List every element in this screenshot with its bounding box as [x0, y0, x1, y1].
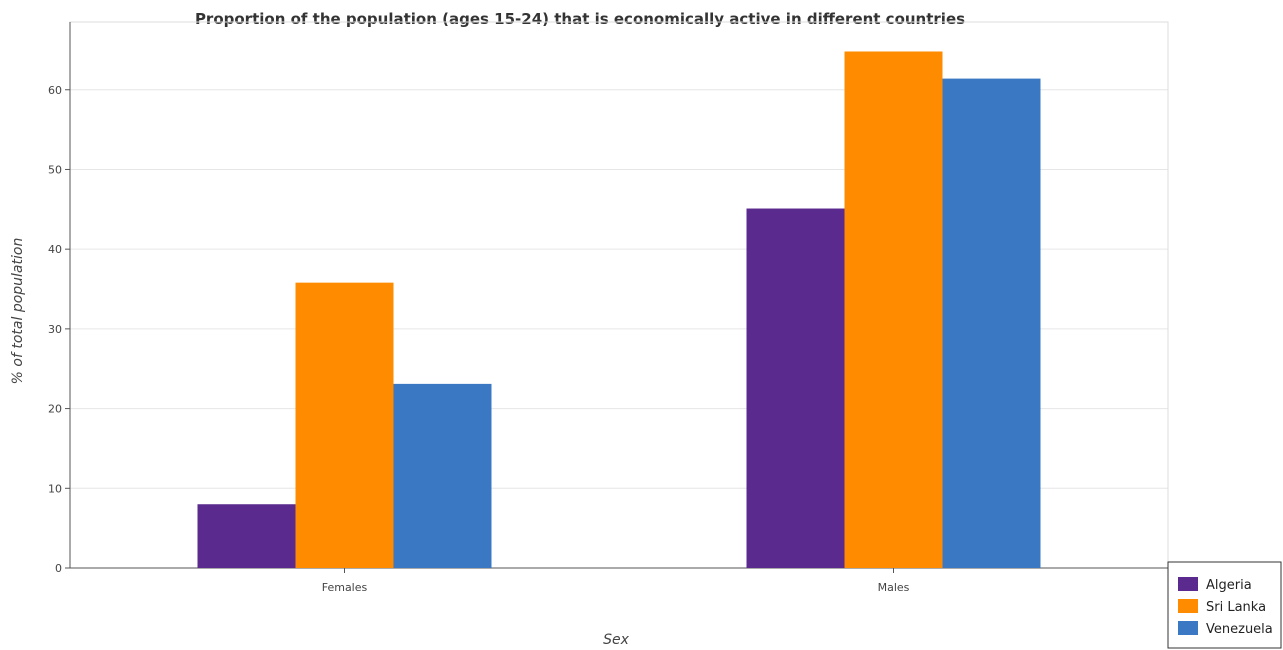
y-tick-label: 50 [48, 163, 62, 176]
bar-venezuela-males [942, 78, 1041, 568]
x-axis-ticks: Females Males [322, 568, 910, 594]
x-tick-label: Females [322, 581, 368, 594]
x-tick-label: Males [878, 581, 910, 594]
bar-sri-lanka-males [844, 51, 943, 569]
y-tick-label: 40 [48, 243, 62, 256]
chart-title: Proportion of the population (ages 15-24… [194, 10, 966, 28]
bar-sri-lanka-females [295, 282, 394, 568]
x-axis-label: Sex [603, 632, 630, 648]
y-tick-label: 20 [48, 403, 62, 416]
y-tick-label: 10 [48, 482, 62, 495]
legend-swatch [1178, 577, 1198, 591]
bar-algeria-males [746, 208, 845, 568]
legend: Algeria Sri Lanka Venezuela [1167, 561, 1282, 649]
legend-swatch [1178, 621, 1198, 635]
y-tick-label: 60 [48, 84, 62, 97]
bars [197, 51, 1041, 569]
y-axis-label: % of total population [10, 238, 26, 385]
bar-algeria-females [197, 504, 296, 568]
legend-label: Venezuela [1206, 622, 1273, 637]
legend-label: Sri Lanka [1206, 600, 1266, 615]
legend-swatch [1178, 599, 1198, 613]
bar-venezuela-females [393, 383, 492, 568]
y-axis-ticks: 0 10 20 30 40 50 60 [48, 84, 70, 575]
legend-label: Algeria [1206, 578, 1252, 593]
y-tick-label: 30 [48, 323, 62, 336]
y-tick-label: 0 [55, 562, 62, 575]
